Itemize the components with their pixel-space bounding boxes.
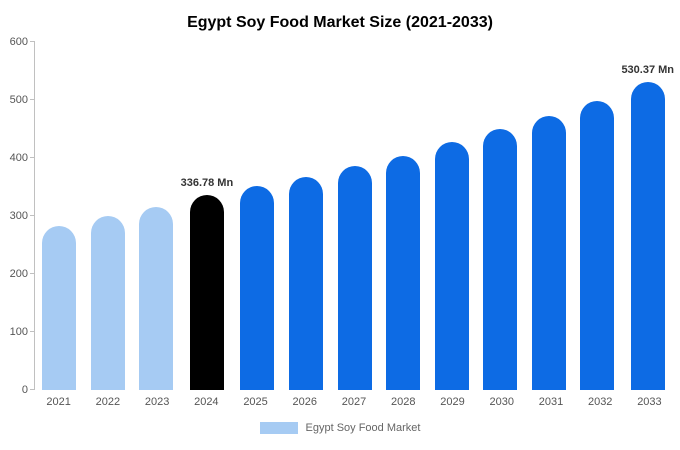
x-axis-label-2022: 2022 bbox=[95, 396, 121, 408]
bar-column-2026 bbox=[282, 42, 331, 390]
bar-column-2025 bbox=[233, 42, 282, 390]
bar-value-label-2033: 530.37 Mn bbox=[621, 64, 675, 77]
x-axis-label-2024: 2024 bbox=[194, 396, 219, 408]
bar-column-2029 bbox=[427, 42, 476, 390]
bar-column-2033: 530.37 Mn bbox=[621, 42, 674, 390]
y-tick-mark bbox=[30, 157, 35, 158]
x-axis-label-2033: 2033 bbox=[637, 396, 662, 408]
bar-2028 bbox=[386, 155, 421, 390]
bar-column-2023 bbox=[132, 42, 181, 390]
y-tick-mark bbox=[30, 331, 35, 332]
bar-2027 bbox=[337, 165, 372, 390]
bar-2026 bbox=[288, 176, 323, 390]
x-axis-label-2028: 2028 bbox=[391, 396, 416, 408]
x-axis-labels: 2021 2022 2023 2024 2025 2026 2027 2028 2029 2030… bbox=[34, 390, 674, 414]
bar-column-2032 bbox=[573, 42, 622, 390]
bar-column-2030 bbox=[476, 42, 525, 390]
x-axis-label-2026: 2026 bbox=[292, 396, 318, 408]
legend-swatch bbox=[259, 422, 298, 434]
x-axis-label-2029: 2029 bbox=[440, 396, 465, 408]
x-axis-label-2030: 2030 bbox=[489, 396, 514, 408]
y-tick-label-600: 600 bbox=[9, 36, 28, 48]
bar-2024 bbox=[189, 194, 224, 390]
y-tick-mark bbox=[30, 99, 35, 100]
y-tick-mark bbox=[30, 273, 35, 274]
bar-column-2031 bbox=[524, 42, 573, 390]
plot-area: 0 100 200 300 400 500 600 336.78 Mn 530.37 Mn bbox=[10, 36, 674, 396]
bar-column-2024: 336.78 Mn bbox=[180, 42, 234, 390]
bar-2032 bbox=[580, 100, 615, 390]
plot-wrap: 0 100 200 300 400 500 600 336.78 Mn 530.37 Mn bbox=[10, 36, 674, 396]
bar-2021 bbox=[42, 225, 77, 390]
x-axis-label-2031: 2031 bbox=[538, 396, 564, 408]
y-tick-label-300: 300 bbox=[9, 210, 28, 222]
y-tick-mark bbox=[30, 215, 35, 216]
y-tick-mark bbox=[30, 41, 35, 42]
bar-2033 bbox=[630, 82, 665, 390]
x-axis-label-2032: 2032 bbox=[587, 396, 613, 408]
bar-2023 bbox=[139, 207, 174, 390]
y-tick-mark bbox=[30, 389, 35, 390]
y-tick-label-400: 400 bbox=[9, 152, 28, 164]
bar-column-2022 bbox=[84, 42, 133, 390]
bar-2025 bbox=[240, 186, 275, 390]
y-tick-label-200: 200 bbox=[9, 268, 28, 280]
y-tick-label-100: 100 bbox=[9, 326, 28, 338]
bar-column-2027 bbox=[330, 42, 379, 390]
y-tick-label-500: 500 bbox=[9, 94, 28, 106]
y-tick-label-0: 0 bbox=[21, 384, 28, 396]
bar-value-label-2024: 336.78 Mn bbox=[180, 176, 234, 189]
chart-title: Egypt Soy Food Market Size (2021-2033) bbox=[187, 14, 493, 31]
bar-2022 bbox=[90, 216, 125, 390]
x-axis-label-2027: 2027 bbox=[341, 396, 367, 408]
bar-column-2028 bbox=[379, 42, 428, 390]
bar-column-2021 bbox=[35, 42, 84, 390]
x-axis-label-2021: 2021 bbox=[46, 396, 71, 408]
x-axis-label-2025: 2025 bbox=[243, 396, 268, 408]
bar-2031 bbox=[531, 116, 566, 390]
bar-2029 bbox=[434, 142, 469, 390]
legend-label: Egypt Soy Food Market bbox=[305, 422, 421, 434]
bar-2030 bbox=[483, 129, 518, 390]
legend: Egypt Soy Food Market bbox=[0, 422, 680, 434]
x-axis-label-2023: 2023 bbox=[144, 396, 170, 408]
